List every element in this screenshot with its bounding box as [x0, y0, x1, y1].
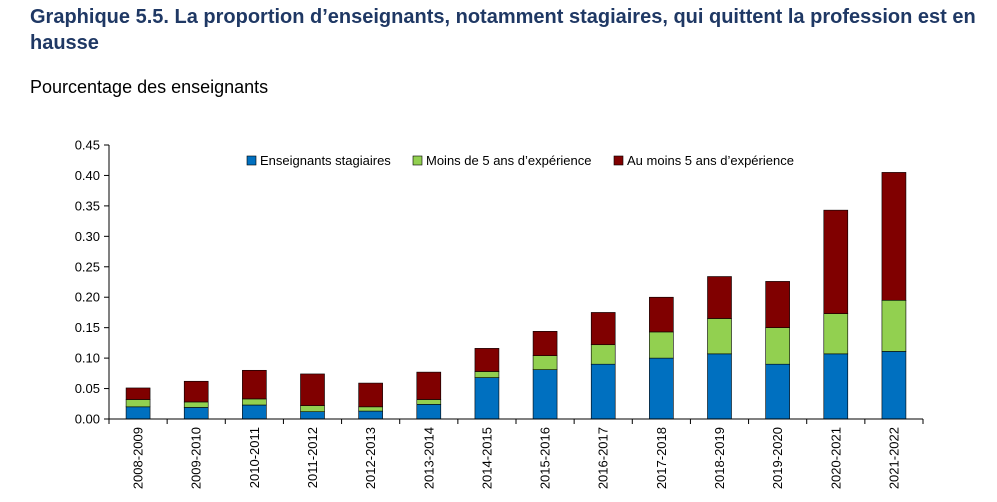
bar-2013-2014-series-1 — [416, 399, 442, 405]
x-tick-label: 2018-2019 — [712, 427, 727, 489]
bar-2019-2020-series-2 — [765, 281, 790, 328]
y-tick-label: 0.35 — [75, 198, 100, 213]
x-tick-label: 2014-2015 — [479, 427, 494, 489]
bars — [125, 172, 907, 420]
bar-2018-2019-series-1 — [707, 318, 732, 355]
x-tick-label: 2009-2010 — [189, 427, 204, 489]
bar-2016-2017-series-1 — [590, 344, 616, 365]
legend: Enseignants stagiaires Moins de 5 ans d’e… — [246, 153, 794, 168]
bar-2021-2022-series-2 — [881, 172, 907, 301]
bar-2009-2010-series-2 — [183, 380, 209, 403]
bar-2015-2016-series-1 — [532, 355, 558, 370]
bar-2017-2018-series-0 — [649, 357, 674, 420]
bar-2016-2017-series-2 — [590, 312, 616, 346]
x-tick-label: 2013-2014 — [421, 427, 436, 489]
y-tick-label: 0.25 — [75, 259, 100, 274]
bar-2010-2011-series-2 — [242, 369, 267, 400]
chart-subtitle: Pourcentage des enseignants — [30, 77, 269, 97]
bar-2017-2018-series-2 — [649, 296, 674, 333]
x-tick-label: 2015-2016 — [538, 427, 553, 489]
bar-2009-2010-series-0 — [183, 407, 209, 420]
bar-2014-2015-series-2 — [474, 348, 500, 372]
x-tick-label: 2020-2021 — [828, 427, 843, 489]
legend-swatch-1 — [412, 155, 423, 166]
bar-2011-2012-series-2 — [300, 373, 325, 406]
bar-2012-2013-series-0 — [358, 410, 383, 420]
y-tick-label: 0.45 — [75, 138, 100, 153]
bar-2008-2009-series-2 — [125, 387, 151, 400]
bar-2008-2009-series-1 — [125, 399, 151, 408]
bar-2018-2019-series-2 — [707, 276, 732, 319]
legend-swatch-2 — [613, 155, 624, 166]
bar-2015-2016-series-0 — [532, 369, 558, 420]
bar-2021-2022-series-0 — [881, 351, 907, 420]
bar-2018-2019-series-0 — [707, 353, 732, 420]
bar-2017-2018-series-1 — [649, 331, 674, 359]
x-tick-label: 2008-2009 — [131, 427, 146, 489]
bar-2010-2011-series-1 — [242, 398, 267, 406]
bar-2009-2010-series-1 — [183, 401, 209, 408]
x-tick-label: 2016-2017 — [596, 427, 611, 489]
y-tick-label: 0.40 — [75, 168, 100, 183]
bar-2020-2021-series-2 — [823, 209, 849, 314]
legend-swatch-0 — [246, 155, 257, 166]
bar-2013-2014-series-2 — [416, 371, 442, 400]
page-title: Graphique 5.5. La proportion d’enseignan… — [30, 6, 976, 54]
y-tick-label: 0.20 — [75, 290, 100, 305]
y-tick-label: 0.00 — [75, 412, 100, 427]
bar-2015-2016-series-2 — [532, 331, 558, 356]
bar-2011-2012-series-1 — [300, 405, 325, 412]
bar-2021-2022-series-1 — [881, 299, 907, 352]
bar-2014-2015-series-1 — [474, 371, 500, 378]
legend-label-0: Enseignants stagiaires — [260, 153, 391, 168]
x-tick-label: 2017-2018 — [654, 427, 669, 489]
legend-label-2: Au moins 5 ans d’expérience — [627, 153, 794, 168]
y-tick-label: 0.10 — [75, 351, 100, 366]
bar-2019-2020-series-0 — [765, 363, 790, 420]
x-tick-label: 2011-2012 — [305, 427, 320, 488]
bar-2012-2013-series-1 — [358, 406, 383, 412]
bar-2013-2014-series-0 — [416, 404, 442, 420]
x-tick-label: 2021-2022 — [886, 427, 901, 489]
bar-2011-2012-series-0 — [300, 411, 325, 420]
bar-2016-2017-series-0 — [590, 363, 616, 420]
bar-2010-2011-series-0 — [242, 404, 267, 420]
y-tick-label: 0.05 — [75, 381, 100, 396]
x-tick-label: 2012-2013 — [363, 427, 378, 489]
y-tick-label: 0.30 — [75, 229, 100, 244]
bar-2014-2015-series-0 — [474, 377, 500, 420]
axes: 0.00 0.05 0.10 0.15 0.20 0.25 0.30 0.35 0.40 0.45… — [75, 138, 924, 489]
bar-2019-2020-series-1 — [765, 327, 790, 365]
legend-label-1: Moins de 5 ans d’expérience — [426, 153, 592, 168]
x-tick-label: 2010-2011 — [247, 427, 262, 488]
bar-2020-2021-series-0 — [823, 353, 849, 420]
x-tick-label: 2019-2020 — [770, 427, 785, 489]
bar-2008-2009-series-0 — [125, 406, 151, 420]
bar-2012-2013-series-2 — [358, 382, 383, 408]
bar-2020-2021-series-1 — [823, 313, 849, 355]
y-tick-label: 0.15 — [75, 320, 100, 335]
